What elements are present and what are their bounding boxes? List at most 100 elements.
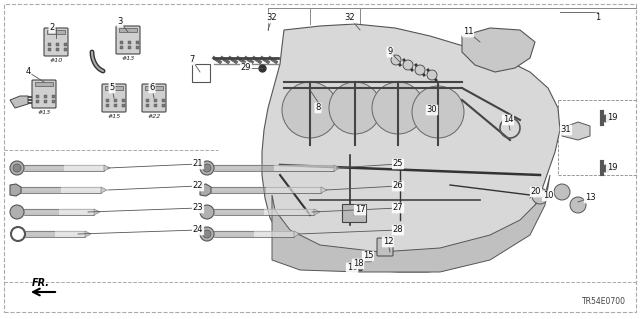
Polygon shape <box>200 184 211 196</box>
Text: 17: 17 <box>355 205 365 214</box>
Text: #15: #15 <box>108 114 120 119</box>
Text: 32: 32 <box>267 13 277 23</box>
Bar <box>214 231 254 237</box>
Text: 29: 29 <box>241 63 252 72</box>
Text: 5: 5 <box>109 84 115 93</box>
Polygon shape <box>562 122 590 140</box>
Circle shape <box>329 82 381 134</box>
Bar <box>119 28 137 32</box>
Bar <box>128 46 131 49</box>
Bar <box>146 104 149 107</box>
Bar <box>274 165 334 171</box>
FancyBboxPatch shape <box>116 26 140 54</box>
Circle shape <box>415 65 425 75</box>
Polygon shape <box>85 231 91 237</box>
Circle shape <box>532 188 548 204</box>
Bar <box>114 104 117 107</box>
Text: 26: 26 <box>393 182 403 190</box>
Bar <box>64 48 67 51</box>
Bar <box>120 46 123 49</box>
Bar <box>21 187 61 193</box>
Circle shape <box>372 82 424 134</box>
Polygon shape <box>104 165 110 171</box>
Text: 14: 14 <box>503 115 513 124</box>
Bar <box>105 86 123 90</box>
Text: TR54E0700: TR54E0700 <box>582 297 626 306</box>
Text: 2: 2 <box>49 24 54 33</box>
Bar <box>136 41 139 44</box>
Circle shape <box>391 55 401 65</box>
Circle shape <box>10 205 24 219</box>
Circle shape <box>570 197 586 213</box>
Bar <box>55 231 85 237</box>
FancyBboxPatch shape <box>102 84 126 112</box>
Bar <box>24 165 64 171</box>
Polygon shape <box>321 187 327 193</box>
Bar <box>154 104 157 107</box>
Bar <box>145 86 163 90</box>
Text: 7: 7 <box>189 56 195 64</box>
Text: 6: 6 <box>149 84 155 93</box>
Bar <box>48 43 51 46</box>
Text: #22: #22 <box>147 114 161 119</box>
Text: 4: 4 <box>26 68 31 77</box>
Text: 15: 15 <box>363 251 373 261</box>
Text: 22: 22 <box>193 182 204 190</box>
Text: 21: 21 <box>193 160 204 168</box>
Bar <box>36 100 39 103</box>
Bar <box>36 95 39 98</box>
Bar <box>162 99 165 102</box>
Bar <box>64 43 67 46</box>
Polygon shape <box>462 28 535 72</box>
Bar <box>106 104 109 107</box>
Text: 24: 24 <box>193 226 204 234</box>
Text: 12: 12 <box>383 238 393 247</box>
Bar <box>48 48 51 51</box>
Circle shape <box>10 161 24 175</box>
Bar <box>25 231 55 237</box>
Circle shape <box>412 86 464 138</box>
Text: 16: 16 <box>347 263 357 272</box>
Polygon shape <box>294 231 300 237</box>
Text: 19: 19 <box>607 114 617 122</box>
Circle shape <box>200 205 214 219</box>
Bar <box>106 99 109 102</box>
Bar <box>266 187 321 193</box>
Circle shape <box>200 227 214 241</box>
Text: 11: 11 <box>463 27 473 36</box>
Text: 8: 8 <box>316 103 321 113</box>
Text: #13: #13 <box>122 56 134 61</box>
Bar <box>44 100 47 103</box>
Bar <box>122 99 125 102</box>
Polygon shape <box>10 184 21 196</box>
Circle shape <box>403 60 413 70</box>
Text: 13: 13 <box>585 194 595 203</box>
Text: #10: #10 <box>49 58 63 63</box>
Bar <box>211 187 266 193</box>
Text: 1: 1 <box>595 13 600 23</box>
Circle shape <box>554 184 570 200</box>
Bar <box>56 48 59 51</box>
Text: #13: #13 <box>37 110 51 115</box>
Bar <box>64 165 104 171</box>
Text: 19: 19 <box>607 164 617 173</box>
Circle shape <box>200 161 214 175</box>
Bar <box>214 165 274 171</box>
Polygon shape <box>262 24 560 272</box>
Bar <box>122 104 125 107</box>
FancyBboxPatch shape <box>377 238 393 256</box>
Bar <box>192 64 210 82</box>
Bar <box>254 231 294 237</box>
Text: 25: 25 <box>393 160 403 168</box>
Polygon shape <box>94 209 100 215</box>
Bar <box>342 204 366 222</box>
Circle shape <box>203 164 211 172</box>
Polygon shape <box>101 187 107 193</box>
FancyBboxPatch shape <box>142 84 166 112</box>
Text: 23: 23 <box>193 204 204 212</box>
Circle shape <box>13 164 21 172</box>
Bar <box>52 100 55 103</box>
Bar <box>214 209 264 215</box>
Text: 27: 27 <box>393 204 403 212</box>
Text: 10: 10 <box>543 191 553 201</box>
